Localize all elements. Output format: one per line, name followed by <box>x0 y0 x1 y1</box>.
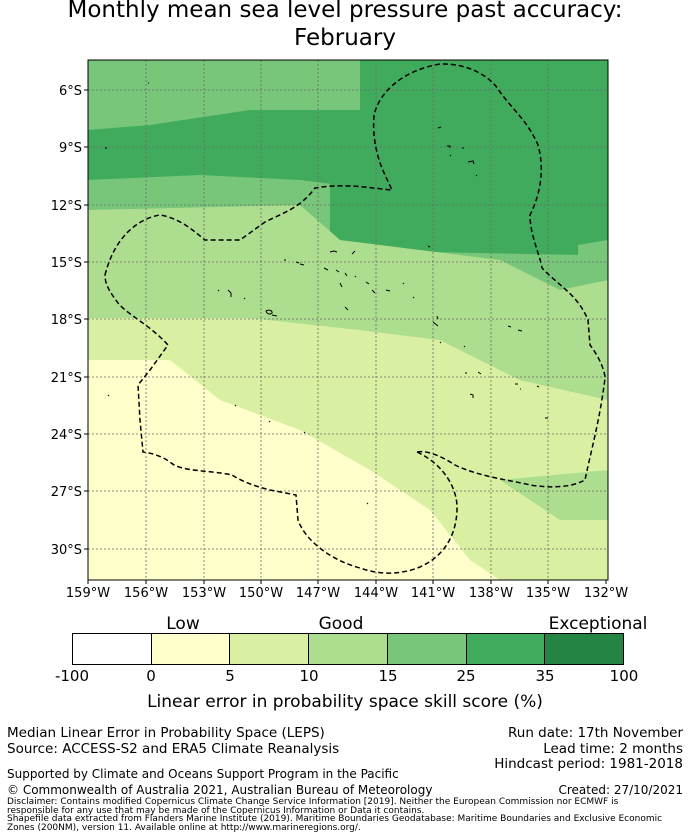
colorbar-segment-1 <box>73 634 152 664</box>
lon-label-147w: 147°W <box>296 586 340 601</box>
colorbar-tick-10: 10 <box>299 667 319 685</box>
title-line-2: February <box>294 25 396 51</box>
lat-label-9s: 9°S <box>59 141 82 156</box>
method-line: Median Linear Error in Probability Space… <box>7 725 325 741</box>
skill-fields <box>88 60 608 580</box>
colorbar <box>72 633 624 665</box>
lon-label-135w: 135°W <box>526 586 570 601</box>
gridlines <box>88 60 608 580</box>
category-low: Low <box>166 614 200 634</box>
shapefile-line-1: Shapefile data extracted from Flanders M… <box>7 814 663 824</box>
colorbar-tick-neg100: -100 <box>54 667 90 685</box>
run-date: Run date: 17th November <box>507 725 683 741</box>
map-frame <box>87 59 609 581</box>
category-good: Good <box>318 614 364 634</box>
colorbar-tick-100: 100 <box>609 667 639 685</box>
field-good-northwest <box>88 60 360 130</box>
colorbar-tick-5: 5 <box>225 667 235 685</box>
hindcast-period: Hindcast period: 1981-2018 <box>494 756 683 772</box>
lon-label-138w: 138°W <box>469 586 513 601</box>
lat-label-6s: 6°S <box>59 84 82 99</box>
lat-label-12s: 12°S <box>51 199 82 214</box>
lat-label-15s: 15°S <box>51 256 82 271</box>
lon-label-153w: 153°W <box>182 586 226 601</box>
lon-label-144w: 144°W <box>354 586 398 601</box>
lat-label-21s: 21°S <box>51 371 82 386</box>
disclaimer-line-1: Disclaimer: Contains modified Copernicus… <box>7 797 619 807</box>
lon-label-150w: 150°W <box>239 586 283 601</box>
lead-time: Lead time: 2 months <box>543 741 683 757</box>
colorbar-segment-2 <box>151 634 231 664</box>
colorbar-segment-4 <box>309 634 388 664</box>
islands <box>105 82 548 505</box>
lat-label-24s: 24°S <box>51 428 82 443</box>
lon-label-159w: 159°W <box>66 586 110 601</box>
lon-label-156w: 156°W <box>124 586 168 601</box>
lat-label-27s: 27°S <box>51 485 82 500</box>
colorbar-tick-35: 35 <box>535 667 555 685</box>
lon-label-132w: 132°W <box>584 586 628 601</box>
category-exceptional: Exceptional <box>548 614 648 634</box>
colorbar-segment-5 <box>387 634 467 664</box>
colorbar-segment-7 <box>545 634 624 664</box>
colorbar-segment-3 <box>230 634 310 664</box>
disclaimer-line-2: responsible for any use that may be made… <box>7 806 425 816</box>
title-line-1: Monthly mean sea level pressure past acc… <box>67 0 623 23</box>
colorbar-label: Linear error in probability space skill … <box>147 692 543 712</box>
lat-label-30s: 30°S <box>51 543 82 558</box>
eez-boundaries <box>104 63 606 574</box>
source-line: Source: ACCESS-S2 and ERA5 Climate Reana… <box>7 741 340 757</box>
lon-label-141w: 141°W <box>411 586 455 601</box>
field-very-good-east <box>330 140 608 255</box>
shapefile-line-2: Zones (200NM), version 11. Available onl… <box>7 823 361 833</box>
lat-axis: 6°S 9°S 12°S 15°S 18°S 21°S 24°S 27°S 30… <box>51 84 88 558</box>
eez-boundary-south <box>104 274 458 574</box>
field-low-southwest <box>88 360 500 580</box>
created-date: Created: 27/10/2021 <box>558 783 683 797</box>
field-moderate-central <box>88 205 608 400</box>
lon-axis: 159°W 156°W 153°W 150°W 147°W 144°W 141°… <box>66 580 628 601</box>
support-line: Supported by Climate and Oceans Support … <box>7 767 399 781</box>
colorbar-tick-25: 25 <box>456 667 476 685</box>
eez-boundary-west <box>104 63 606 488</box>
lat-label-18s: 18°S <box>51 313 82 328</box>
copyright-line: © Commonwealth of Australia 2021, Austra… <box>7 783 433 797</box>
colorbar-tick-0: 0 <box>146 667 156 685</box>
colorbar-segment-6 <box>466 634 546 664</box>
colorbar-tick-15: 15 <box>378 667 398 685</box>
